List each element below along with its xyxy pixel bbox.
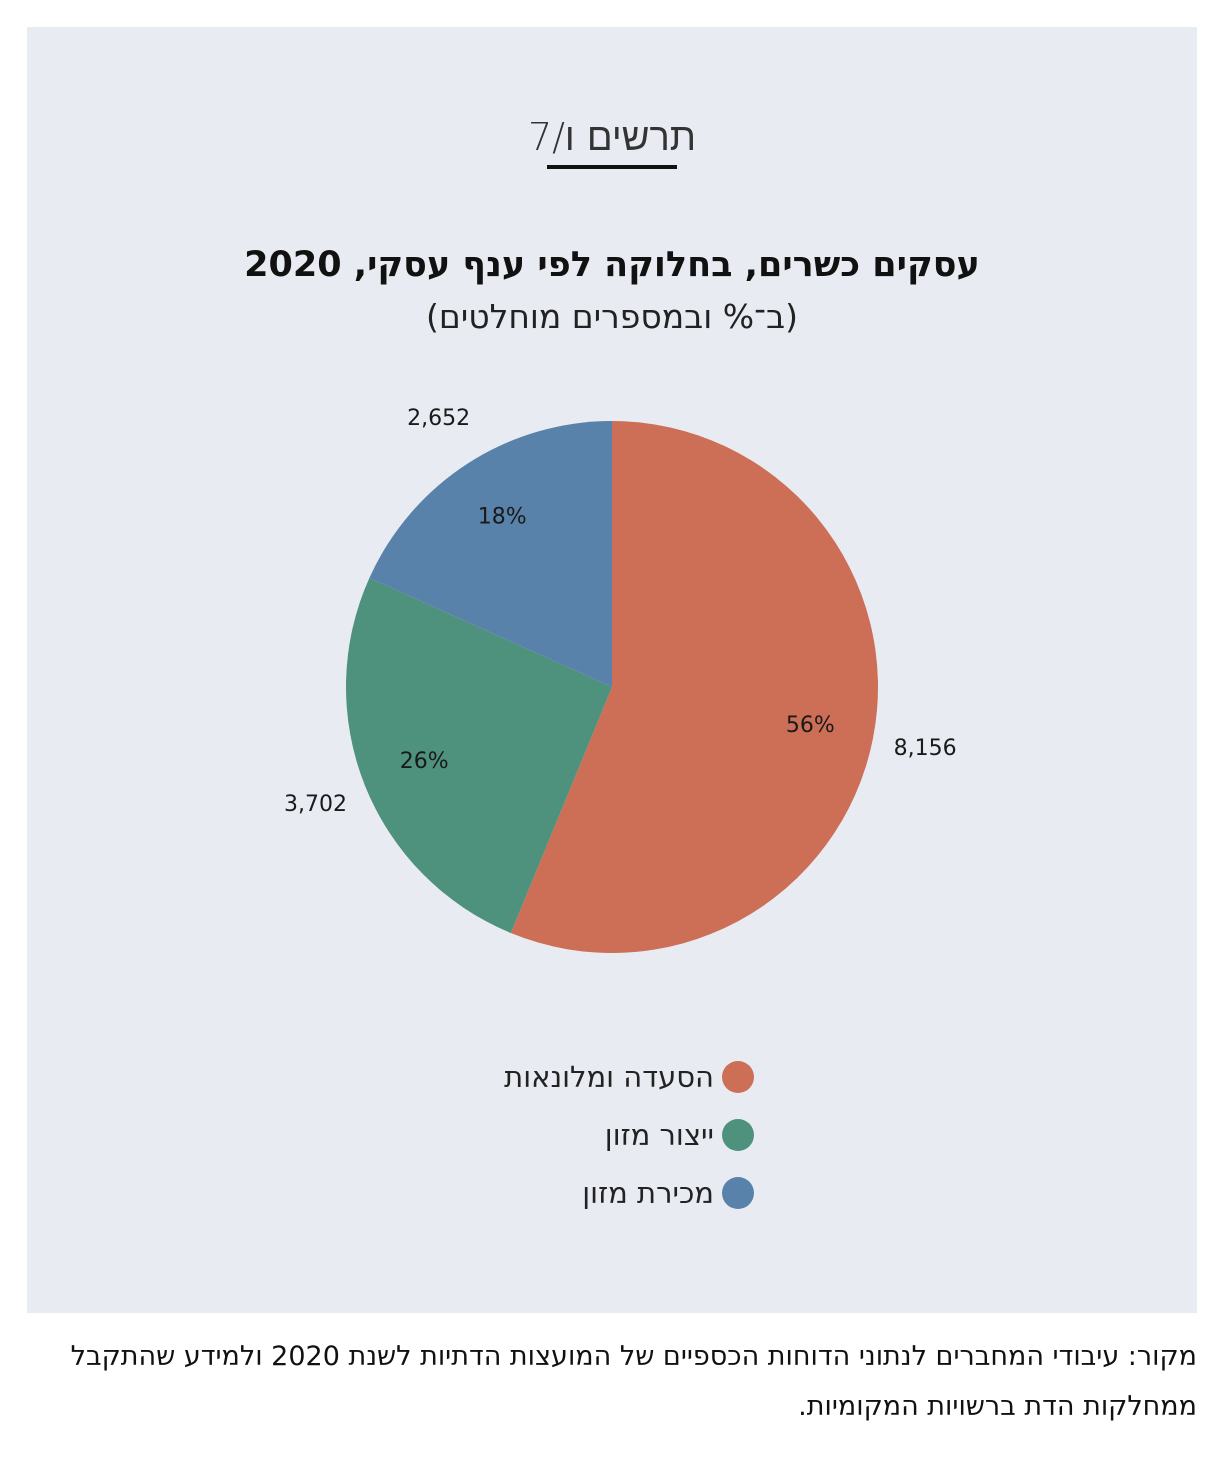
- legend-item: מכירת מזון: [582, 1173, 754, 1213]
- legend-label: מכירת מזון: [582, 1176, 714, 1210]
- chart-subtitle: (ב־% ובמספרים מוחלטים): [426, 297, 798, 336]
- legend-swatch: [722, 1061, 754, 1093]
- pie-slice: [345, 577, 612, 934]
- pie-slice: [510, 421, 878, 953]
- figure-label: תרשים ו/7: [527, 115, 697, 159]
- slice-percent-label: 26%: [400, 749, 449, 774]
- chart-title: עסקים כשרים, בחלוקה לפי ענף עסקי, 2020: [244, 245, 980, 285]
- slice-value-label: 8,156: [894, 736, 957, 761]
- slice-value-label: 2,652: [407, 406, 470, 431]
- legend-swatch: [722, 1177, 754, 1209]
- legend-label: ייצור מזון: [604, 1118, 714, 1152]
- source-note: מקור: עיבודי המחברים לנתוני הדוחות הכספי…: [70, 1341, 1197, 1422]
- slice-percent-label: 18%: [478, 504, 527, 529]
- title-divider: [547, 165, 677, 169]
- pie-slice: [369, 421, 612, 687]
- slice-percent-label: 56%: [786, 713, 835, 738]
- legend-item: הסעדה ומלונאות: [504, 1057, 754, 1097]
- legend-item: ייצור מזון: [605, 1115, 754, 1155]
- slice-value-label: 3,702: [284, 792, 347, 817]
- pie-chart: 56% 8,156 26% 3,702 18% 2,652: [284, 406, 957, 953]
- legend-label: הסעדה ומלונאות: [504, 1060, 714, 1094]
- chart-panel: תרשים ו/7 עסקים כשרים, בחלוקה לפי ענף עס…: [27, 27, 1197, 1313]
- legend-swatch: [722, 1119, 754, 1151]
